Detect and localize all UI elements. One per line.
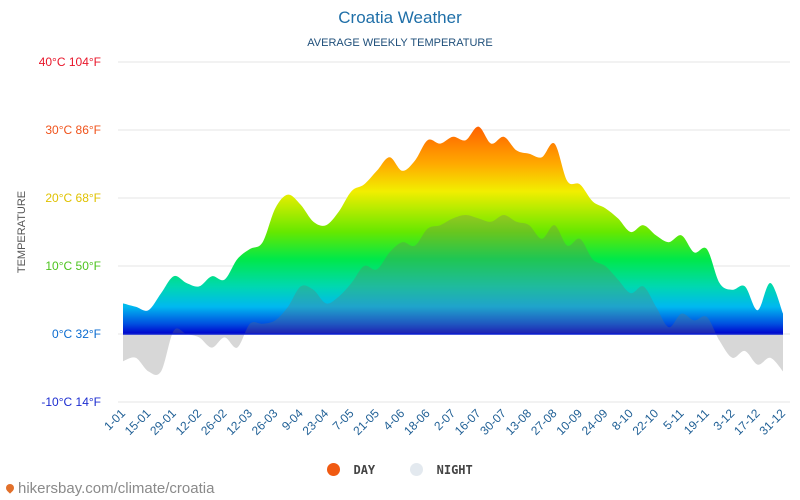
x-tick-label: 18-06 [401,406,433,438]
legend-item-day[interactable]: DAY [327,462,376,477]
chart-title: Croatia Weather [338,8,462,27]
x-tick-label: 17-12 [731,406,763,438]
x-tick-label: 30-07 [477,406,509,438]
watermark[interactable]: hikersbay.com/climate/croatia [4,480,215,497]
day-temperature-area [123,126,783,335]
x-tick-label: 23-04 [300,406,332,438]
x-tick-label: 12-03 [223,406,255,438]
x-tick-label: 27-08 [528,406,560,438]
x-tick-label: 10-09 [553,406,585,438]
chart-subtitle: AVERAGE WEEKLY TEMPERATURE [307,37,492,49]
y-tick-label: 0°C 32°F [52,327,101,341]
x-tick-label: 31-12 [757,406,789,438]
legend-day-label: DAY [353,462,376,477]
watermark-text: hikersbay.com/climate/croatia [18,480,215,497]
y-axis-labels: 40°C 104°F 30°C 86°F 20°C 68°F 10°C 50°F 0°C… [39,55,101,409]
legend-item-night[interactable]: NIGHT [410,462,473,477]
legend-night-label: NIGHT [436,462,473,477]
y-tick-label: -10°C 14°F [41,395,101,409]
x-tick-label: 26-02 [198,406,230,438]
y-tick-label: 10°C 50°F [45,259,101,273]
x-tick-label: 26-03 [249,406,281,438]
x-tick-label: 12-02 [173,406,205,438]
night-legend-dot [410,462,424,476]
x-tick-label: 22-10 [630,406,662,438]
x-tick-label: 21-05 [350,406,382,438]
x-tick-label: 15-01 [122,406,154,438]
x-tick-label: 19-11 [681,406,712,437]
legend: DAY NIGHT [0,462,800,477]
x-tick-label: 16-07 [452,406,484,438]
day-legend-dot [327,462,341,476]
y-tick-label: 40°C 104°F [39,55,101,69]
y-tick-label: 30°C 86°F [45,123,101,137]
x-tick-label: 29-01 [147,406,179,438]
x-tick-label: 24-09 [579,406,611,438]
y-tick-label: 20°C 68°F [45,191,101,205]
x-tick-label: 13-08 [503,406,535,438]
x-axis-labels: 1-0115-0129-0112-0226-0212-0326-039-0423… [101,406,788,438]
night-temperature-area [123,215,783,375]
y-axis-title: TEMPERATURE [16,191,28,273]
location-pin-icon [4,482,16,494]
